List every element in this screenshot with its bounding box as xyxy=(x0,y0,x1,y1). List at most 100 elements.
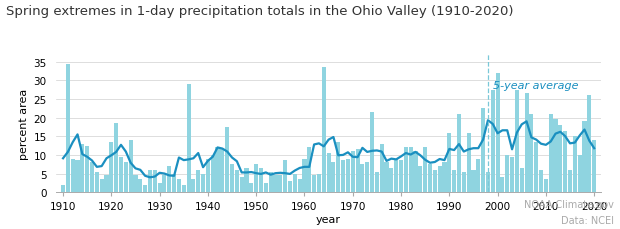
Bar xyxy=(138,179,143,192)
Bar xyxy=(278,176,282,192)
Bar xyxy=(95,172,99,192)
Bar xyxy=(365,163,370,192)
Bar xyxy=(481,109,485,192)
Bar xyxy=(389,168,394,192)
Y-axis label: percent area: percent area xyxy=(19,88,29,159)
Bar xyxy=(211,155,215,192)
Bar xyxy=(539,170,543,192)
Bar xyxy=(308,148,311,192)
Bar xyxy=(428,164,432,192)
Bar xyxy=(355,150,360,192)
Bar xyxy=(544,179,548,192)
Bar xyxy=(259,168,263,192)
Bar xyxy=(61,185,65,192)
Bar xyxy=(172,174,176,192)
Bar xyxy=(525,94,529,192)
Bar xyxy=(153,170,157,192)
Bar xyxy=(71,159,75,192)
Bar xyxy=(216,148,219,192)
Bar xyxy=(592,140,596,192)
Bar xyxy=(346,159,350,192)
Bar xyxy=(85,146,89,192)
Bar xyxy=(201,174,205,192)
Bar xyxy=(298,179,302,192)
Bar xyxy=(409,148,413,192)
Bar xyxy=(433,170,437,192)
Bar xyxy=(90,163,94,192)
Bar xyxy=(370,112,374,192)
Bar xyxy=(249,183,254,192)
Bar xyxy=(167,166,171,192)
Bar xyxy=(235,170,239,192)
Bar xyxy=(81,144,84,192)
Bar xyxy=(447,133,451,192)
Bar xyxy=(109,142,113,192)
Text: Data: NCEI: Data: NCEI xyxy=(561,215,614,225)
Bar xyxy=(196,170,200,192)
Bar xyxy=(293,174,297,192)
Text: 5-year average: 5-year average xyxy=(493,80,578,90)
Bar xyxy=(254,164,258,192)
Bar xyxy=(462,172,466,192)
Bar xyxy=(578,155,582,192)
Bar xyxy=(66,64,70,192)
Bar xyxy=(486,172,490,192)
Bar xyxy=(76,161,79,192)
Bar xyxy=(384,163,389,192)
Bar xyxy=(394,159,398,192)
Bar xyxy=(418,166,422,192)
Bar xyxy=(206,159,210,192)
Bar xyxy=(312,176,316,192)
Bar xyxy=(534,142,538,192)
Bar xyxy=(268,172,273,192)
Bar xyxy=(244,168,249,192)
Bar xyxy=(124,163,128,192)
Bar xyxy=(264,183,268,192)
Text: Spring extremes in 1-day precipitation totals in the Ohio Valley (1910-2020): Spring extremes in 1-day precipitation t… xyxy=(6,5,514,18)
Bar xyxy=(443,163,446,192)
Bar xyxy=(467,133,471,192)
Bar xyxy=(490,90,495,192)
Bar xyxy=(476,159,480,192)
Bar xyxy=(505,155,509,192)
Bar xyxy=(331,163,335,192)
Bar xyxy=(510,157,514,192)
Text: NOAA Climate.gov: NOAA Climate.gov xyxy=(524,199,614,209)
Bar xyxy=(288,181,292,192)
Bar xyxy=(104,176,108,192)
Bar xyxy=(157,183,162,192)
Bar xyxy=(563,131,567,192)
Bar xyxy=(554,120,557,192)
Bar xyxy=(143,185,147,192)
Bar xyxy=(399,161,403,192)
X-axis label: year: year xyxy=(316,214,341,224)
Bar xyxy=(283,161,287,192)
Bar xyxy=(240,177,244,192)
Bar xyxy=(404,148,408,192)
Bar xyxy=(225,127,229,192)
Bar xyxy=(317,174,321,192)
Bar xyxy=(582,122,587,192)
Bar xyxy=(520,168,524,192)
Bar xyxy=(471,170,476,192)
Bar xyxy=(336,142,340,192)
Bar xyxy=(423,148,427,192)
Bar xyxy=(148,170,152,192)
Bar xyxy=(273,176,278,192)
Bar xyxy=(438,166,441,192)
Bar xyxy=(515,90,519,192)
Bar xyxy=(573,137,577,192)
Bar xyxy=(495,74,500,192)
Bar xyxy=(100,179,104,192)
Bar xyxy=(220,150,224,192)
Bar xyxy=(500,177,505,192)
Bar xyxy=(114,124,118,192)
Bar xyxy=(128,140,133,192)
Bar xyxy=(119,157,123,192)
Bar xyxy=(133,176,138,192)
Bar xyxy=(457,114,461,192)
Bar xyxy=(230,164,234,192)
Bar xyxy=(192,179,195,192)
Bar xyxy=(322,68,326,192)
Bar xyxy=(452,170,456,192)
